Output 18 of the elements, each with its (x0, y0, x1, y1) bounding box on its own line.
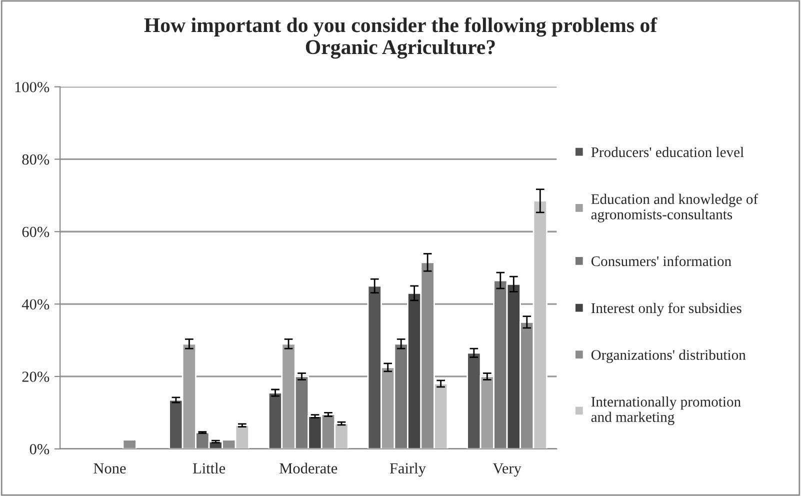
x-tick-label: Fairly (390, 462, 426, 477)
x-tick-label: Very (492, 463, 522, 477)
legend-label: Consumers' information (591, 256, 732, 266)
legend-label: Interest only for subsidies (591, 302, 742, 316)
legend-label: Organizations' distribution (591, 350, 746, 363)
legend-label: Producers' education level (591, 146, 744, 158)
y-tick-label: 0% (30, 444, 50, 454)
legend-label: Internationally promotion and marketing (591, 396, 741, 425)
x-tick-label: Moderate (280, 462, 338, 474)
y-tick-label: 60% (22, 226, 50, 238)
y-tick-label: 100% (15, 82, 50, 92)
y-tick-label: 20% (22, 372, 50, 382)
y-tick-label: 80% (22, 154, 50, 165)
legend-label: Education and knowledge of agronomists-consultants (591, 194, 758, 222)
x-tick-label: None (94, 463, 126, 474)
chart-title: How important do you consider the following problems of Organic Agriculture? (144, 17, 658, 59)
x-tick-label: Little (192, 462, 226, 474)
y-tick-label: 40% (22, 299, 50, 310)
